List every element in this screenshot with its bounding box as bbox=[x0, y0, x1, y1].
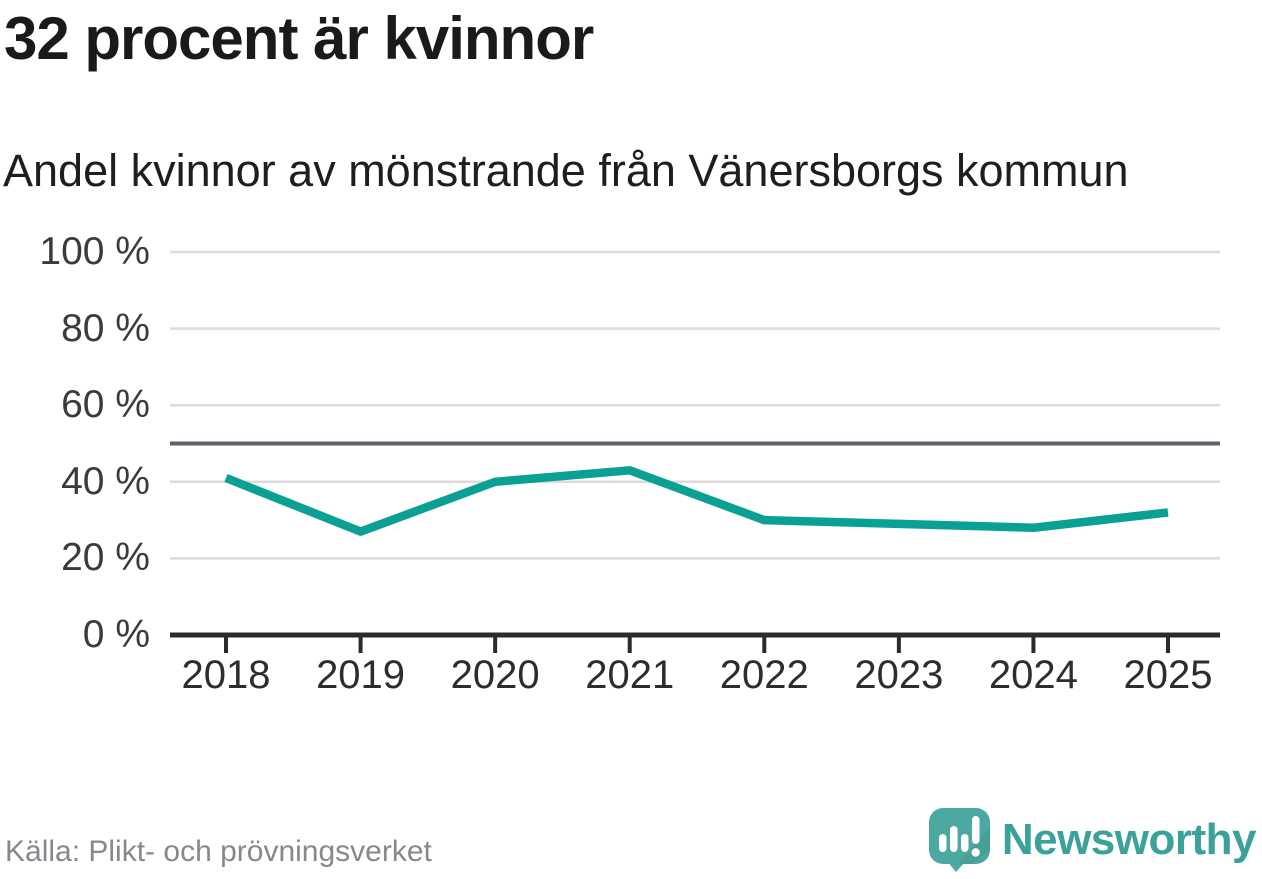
brand-lockup: Newsworthy bbox=[928, 804, 1257, 876]
chart-subtitle: Andel kvinnor av mönstrande från Vänersb… bbox=[3, 145, 1129, 196]
y-axis-label-80: 80 % bbox=[61, 306, 150, 350]
y-axis-label-40: 40 % bbox=[61, 459, 150, 503]
x-axis-label-2023: 2023 bbox=[854, 653, 944, 697]
x-axis-label-2018: 2018 bbox=[181, 653, 271, 697]
y-axis-label-20: 20 % bbox=[61, 536, 150, 580]
x-axis-label-2025: 2025 bbox=[1123, 653, 1213, 697]
brand-name: Newsworthy bbox=[1001, 815, 1257, 864]
newsworthy-logo-icon bbox=[928, 808, 990, 872]
source-note: Källa: Plikt- och prövningsverket bbox=[5, 835, 432, 868]
page-title: 32 procent är kvinnor bbox=[4, 5, 594, 72]
x-axis-label-2020: 2020 bbox=[450, 653, 540, 697]
x-axis-label-2022: 2022 bbox=[719, 653, 809, 697]
x-axis-label-2021: 2021 bbox=[585, 653, 675, 697]
y-axis-label-100: 100 % bbox=[39, 230, 150, 273]
y-axis-label-60: 60 % bbox=[61, 383, 150, 427]
y-axis-label-0: 0 % bbox=[82, 613, 150, 656]
x-axis-label-2019: 2019 bbox=[316, 653, 406, 697]
data-line-Andel kvinnor av mönstrande bbox=[224, 466, 1169, 536]
x-axis-label-2024: 2024 bbox=[988, 653, 1078, 697]
